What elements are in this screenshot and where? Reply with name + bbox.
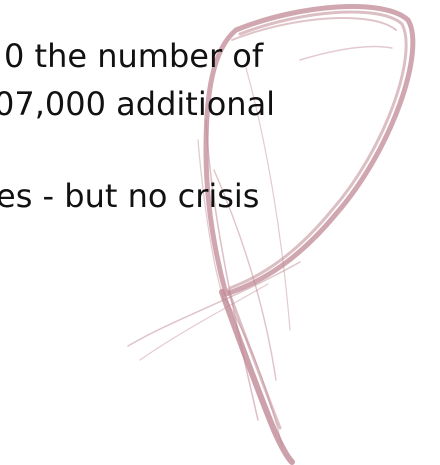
body-text-line-2: 07,000 additional xyxy=(0,85,276,123)
body-text-line-3: es - but no crisis xyxy=(0,177,260,215)
body-text-line-1: 0 the number of xyxy=(4,37,264,75)
